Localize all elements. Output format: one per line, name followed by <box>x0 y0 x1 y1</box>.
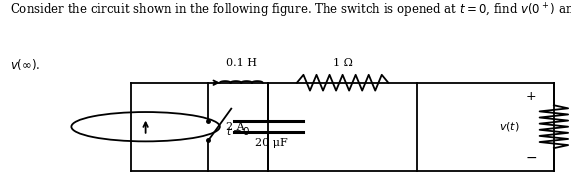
Text: $v(t)$: $v(t)$ <box>499 120 520 133</box>
Text: $t=0$: $t=0$ <box>226 125 250 137</box>
Text: 2 A: 2 A <box>226 122 244 132</box>
Text: Consider the circuit shown in the following figure. The switch is opened at $t=0: Consider the circuit shown in the follow… <box>10 2 571 20</box>
Text: 0.1 H: 0.1 H <box>226 58 257 68</box>
Text: 1 Ω: 1 Ω <box>333 58 352 68</box>
Text: −: − <box>525 150 537 164</box>
Text: +: + <box>526 90 536 103</box>
Text: 20 μF: 20 μF <box>255 138 288 148</box>
Text: $v(\infty)$.: $v(\infty)$. <box>10 57 41 72</box>
